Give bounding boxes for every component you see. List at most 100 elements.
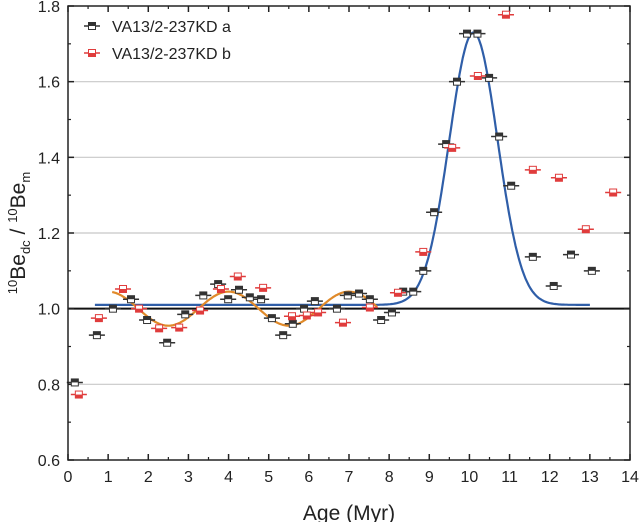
x-tick-label: 12 — [541, 469, 559, 486]
data-point-a — [195, 291, 212, 300]
marker-fill — [453, 78, 461, 82]
data-point-a — [351, 289, 368, 298]
marker-fill — [550, 282, 558, 286]
data-point-a — [383, 308, 400, 317]
data-point-b — [171, 323, 188, 332]
marker-fill — [127, 295, 135, 300]
legend: VA13/2-237KD a VA13/2-237KD b — [84, 19, 231, 63]
data-point-a — [177, 310, 194, 319]
axis-ticks: 0.60.81.01.21.41.61.80 1 2 3 4 5 6 7 8 9 10 11 12 13 1… — [38, 0, 639, 486]
marker-fill — [163, 339, 171, 343]
marker-fill — [419, 267, 427, 271]
marker-fill — [314, 312, 322, 316]
marker-fill — [75, 394, 83, 399]
marker-fill — [289, 320, 297, 324]
plot-frame — [67, 5, 631, 461]
data-point-b — [389, 288, 407, 297]
marker-fill — [135, 308, 143, 313]
marker-fill — [196, 310, 204, 315]
x-tick-label: 13 — [581, 469, 599, 486]
marker-fill — [303, 315, 311, 319]
data-point-a — [426, 208, 443, 217]
y-tick-label: 1.2 — [38, 226, 60, 243]
data-point-b — [524, 165, 541, 174]
marker-fill — [355, 290, 363, 294]
marker-fill — [495, 133, 503, 137]
data-point-a — [469, 29, 486, 38]
marker-fill — [485, 74, 493, 78]
marker-fill — [155, 328, 163, 332]
marker-fill — [71, 378, 79, 383]
y-tick-label: 1.8 — [38, 0, 60, 16]
marker-fill — [609, 192, 617, 197]
y-tick-label: 1.6 — [38, 75, 60, 92]
marker-fill — [143, 316, 151, 321]
x-tick-label: 7 — [345, 469, 354, 486]
marker-fill — [419, 251, 427, 256]
y-tick-label: 0.6 — [38, 453, 60, 470]
data-point-a — [284, 319, 301, 328]
data-point-a — [524, 252, 541, 261]
marker-fill — [463, 30, 471, 34]
data-points — [66, 10, 622, 399]
marker-fill — [567, 251, 575, 255]
data-point-b — [114, 284, 132, 293]
marker-fill — [268, 314, 276, 319]
data-point-a — [306, 297, 323, 306]
y-tick-label: 1.4 — [38, 150, 60, 167]
data-point-b — [415, 247, 432, 256]
x-axis-label: Age (Myr) — [303, 502, 395, 522]
data-point-b — [192, 306, 209, 315]
data-point-b — [577, 225, 594, 234]
marker-fill — [95, 318, 103, 322]
data-point-b — [283, 312, 301, 321]
x-tick-label: 9 — [425, 469, 434, 486]
data-point-b — [605, 188, 622, 197]
marker-fill — [214, 280, 222, 285]
x-tick-label: 8 — [385, 469, 394, 486]
data-point-a — [491, 132, 508, 141]
marker-fill — [246, 293, 254, 298]
data-point-b — [310, 308, 327, 317]
x-tick-label: 14 — [621, 469, 639, 486]
data-point-b — [131, 304, 148, 313]
legend-label-b: VA13/2-237KD b — [112, 46, 231, 63]
grid-lines — [68, 81, 630, 385]
marker-fill — [224, 295, 232, 300]
data-point-a — [481, 73, 498, 82]
data-point-a — [328, 304, 345, 313]
data-point-b — [361, 303, 378, 312]
marker-fill — [344, 291, 352, 296]
marker-fill — [366, 307, 374, 312]
marker-fill — [409, 288, 417, 292]
marker-fill — [502, 14, 510, 19]
marker-fill — [181, 310, 189, 315]
legend-marker-a — [84, 22, 100, 30]
data-point-b — [151, 324, 168, 333]
data-point-b — [90, 314, 107, 323]
x-tick-label: 6 — [304, 469, 313, 486]
marker-fill — [175, 327, 183, 332]
data-point-b — [444, 143, 461, 152]
marker-fill — [442, 140, 450, 145]
data-point-b — [298, 311, 315, 320]
fit-curves — [94, 31, 590, 327]
marker-fill — [555, 177, 563, 182]
legend-marker-b — [84, 49, 100, 57]
data-point-a — [263, 314, 280, 323]
data-point-a — [66, 378, 83, 387]
marker-fill — [279, 331, 287, 336]
marker-fill — [582, 229, 590, 233]
data-point-a — [339, 291, 356, 300]
x-tick-label: 3 — [184, 469, 193, 486]
data-point-a — [296, 304, 313, 313]
gaussian-fit-curve — [94, 31, 590, 306]
data-point-a — [159, 338, 176, 347]
x-tick-label: 2 — [144, 469, 153, 486]
legend-label-a: VA13/2-237KD a — [112, 19, 231, 36]
x-tick-label: 1 — [104, 469, 113, 486]
data-point-a — [104, 304, 121, 313]
marker-fill — [473, 30, 481, 34]
marker-fill — [399, 288, 407, 292]
x-tick-label: 4 — [224, 469, 233, 486]
